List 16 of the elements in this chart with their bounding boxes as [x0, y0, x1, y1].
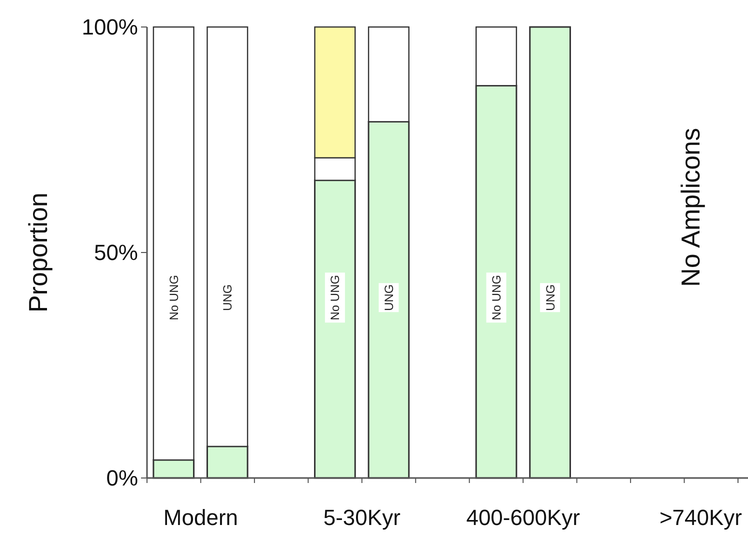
y-axis-title: Proportion: [23, 192, 54, 312]
x-tick-label: UNG: [220, 284, 235, 311]
text: 5-30Kyr: [323, 505, 400, 530]
text: Modern: [163, 505, 238, 530]
annotation: No Amplicons: [675, 128, 706, 287]
y-tick-label: 100%: [82, 14, 138, 40]
text: >740Kyr: [659, 505, 742, 530]
bar: [529, 26, 571, 479]
x-tick-label: UNG: [543, 284, 558, 311]
x-tick-label: No UNG: [489, 274, 504, 320]
y-tick-label: 50%: [94, 240, 138, 266]
x-tick-label: UNG: [382, 284, 396, 311]
y-tick-label: 0%: [106, 466, 138, 491]
x-tick-label: No UNG: [328, 274, 342, 320]
text: 400-600Kyr: [466, 505, 580, 530]
x-tick-label: No UNG: [166, 274, 181, 320]
